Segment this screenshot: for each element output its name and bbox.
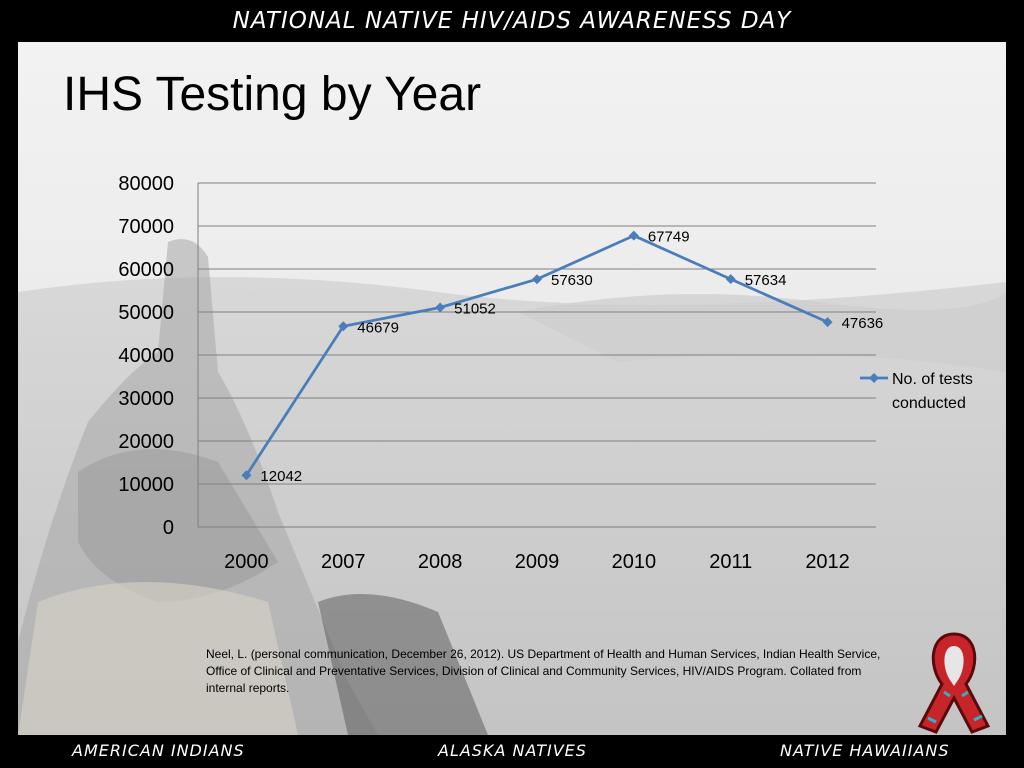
data-point	[822, 317, 833, 328]
citation: Neel, L. (personal communication, Decemb…	[206, 647, 881, 695]
footer-left-text: AMERICAN INDIANS	[72, 741, 245, 760]
y-tick-label: 80000	[118, 173, 174, 195]
bottom-bar: AMERICAN INDIANS ALASKA NATIVES NATIVE H…	[0, 735, 1024, 768]
red-awareness-ribbon-icon	[917, 632, 991, 734]
y-tick-label: 30000	[118, 388, 174, 410]
data-point	[628, 230, 639, 241]
x-tick-label: 2011	[709, 551, 752, 573]
slide-title: IHS Testing by Year	[63, 68, 482, 121]
y-tick-label: 70000	[118, 216, 174, 238]
x-tick-label: 2000	[224, 551, 269, 573]
y-tick-label: 10000	[118, 474, 174, 496]
data-label: 47636	[842, 315, 884, 332]
x-tick-label: 2009	[515, 551, 560, 573]
x-tick-label: 2010	[612, 551, 657, 573]
top-banner: NATIONAL NATIVE HIV/AIDS AWARENESS DAY	[232, 8, 792, 34]
legend-marker	[869, 373, 879, 383]
y-tick-label: 50000	[118, 302, 174, 324]
x-tick-label: 2012	[805, 551, 850, 573]
data-point	[241, 470, 252, 481]
data-point	[338, 321, 349, 332]
y-tick-label: 60000	[118, 259, 174, 281]
data-label: 46679	[357, 319, 399, 336]
data-label: 57634	[745, 272, 787, 289]
y-tick-label: 20000	[118, 431, 174, 453]
footer-center-text: ALASKA NATIVES	[438, 741, 587, 760]
data-label: 57630	[551, 272, 593, 289]
footer-right-text: NATIVE HAWAIIANS	[780, 741, 950, 760]
data-point	[725, 274, 736, 285]
legend-label: No. of tests	[892, 371, 973, 388]
data-point	[435, 302, 446, 313]
x-tick-label: 2007	[321, 551, 366, 573]
data-point	[532, 274, 542, 285]
legend-label: conducted	[892, 395, 966, 412]
data-label: 67749	[648, 229, 690, 246]
y-tick-label: 0	[163, 517, 174, 539]
line-chart: 0 10000 20000 30000 40000 50000 60000 70000 8000…	[118, 173, 973, 573]
data-label: 12042	[260, 468, 302, 485]
slide: IHS Testing by Year 0 10000 20000 30000 4000…	[18, 42, 1006, 735]
y-tick-label: 40000	[118, 345, 174, 367]
data-label: 51052	[454, 300, 496, 317]
x-tick-label: 2008	[418, 551, 463, 573]
